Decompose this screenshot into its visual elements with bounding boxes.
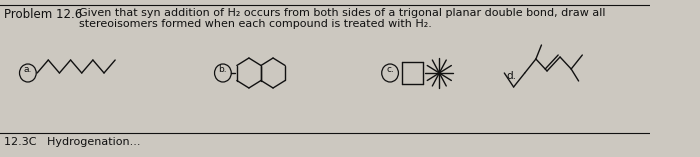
Text: b.: b.	[218, 65, 228, 73]
Text: 12.3C   Hydrogenation...: 12.3C Hydrogenation...	[4, 137, 140, 147]
Text: a.: a.	[24, 65, 32, 73]
Text: Problem 12.6: Problem 12.6	[4, 8, 82, 21]
Text: d.: d.	[506, 71, 516, 81]
Text: c.: c.	[386, 65, 394, 73]
Text: stereoisomers formed when each compound is treated with H₂.: stereoisomers formed when each compound …	[79, 19, 432, 29]
Text: Given that syn addition of H₂ occurs from both sides of a trigonal planar double: Given that syn addition of H₂ occurs fro…	[79, 8, 606, 18]
